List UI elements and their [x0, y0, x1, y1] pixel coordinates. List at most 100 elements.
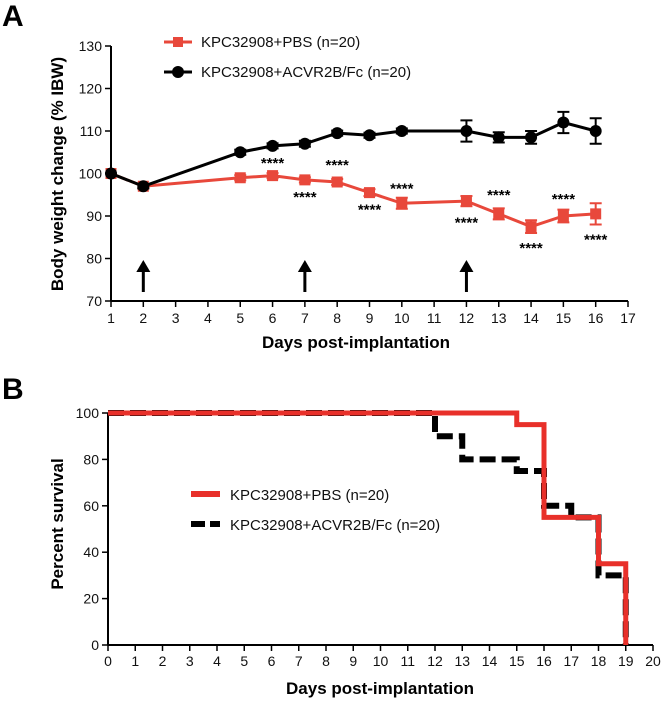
panel-b-y-tick-label: 80 [83, 451, 99, 467]
panel-a-x-tick-label: 11 [427, 310, 442, 326]
panel-a-x-tick-label: 6 [269, 310, 277, 326]
panel-b-x-axis-label: Days post-implantation [286, 679, 474, 698]
legend-b-acvr-label: KPC32908+ACVR2B/Fc (n=20) [230, 517, 440, 534]
significance-stars: **** [584, 231, 608, 248]
panel-b-x-tick-label: 12 [427, 653, 443, 669]
panel-b-x-tick-label: 0 [104, 653, 112, 669]
data-point [105, 167, 117, 180]
panel-a-label: A [2, 0, 24, 33]
data-point [331, 176, 343, 188]
panel-a-y-tick-label: 90 [86, 208, 102, 224]
series-pbs [105, 168, 602, 234]
series-acvr2b-fc [105, 110, 602, 193]
data-point [460, 125, 473, 137]
panel-a-x-tick-label: 3 [172, 310, 180, 326]
data-point [137, 180, 150, 193]
series-line [110, 172, 596, 229]
panel-b-x-tick-label: 10 [373, 653, 389, 669]
panel-b-x-tick-label: 4 [213, 653, 221, 669]
panel-a-dosing-arrows [136, 260, 474, 292]
panel-b-x-tick-label: 16 [536, 653, 552, 669]
data-point [363, 129, 376, 142]
data-point [493, 208, 505, 220]
panel-b-legend: KPC32908+PBS (n=20) KPC32908+ACVR2B/Fc (… [191, 487, 440, 534]
panel-b-x-tick-label: 1 [131, 653, 139, 669]
panel-a-x-tick-label: 4 [204, 310, 212, 326]
significance-stars: **** [552, 191, 576, 208]
panel-a-y-tick-label: 70 [86, 293, 102, 309]
data-point [298, 137, 311, 150]
data-point [460, 195, 472, 207]
data-point [234, 172, 246, 184]
panel-a-x-ticks: 1 2 3 4 5 6 7 8 9 10 11 12 13 14 15 16 17 [107, 301, 636, 326]
legend-b-pbs-label: KPC32908+PBS (n=20) [230, 487, 389, 504]
panel-b-x-tick-label: 8 [322, 653, 330, 669]
panel-a-x-tick-label: 10 [394, 310, 410, 326]
dosing-arrow [136, 260, 151, 292]
panel-a-x-axis-label: Days post-implantation [262, 333, 450, 352]
panel-b-x-tick-label: 15 [509, 653, 525, 669]
panel-b-x-tick-label: 19 [618, 653, 634, 669]
panel-b-y-tick-label: 100 [76, 405, 100, 421]
panel-b-y-tick-label: 20 [83, 591, 99, 607]
panel-a-x-tick-label: 5 [236, 310, 244, 326]
panel-a-x-tick-label: 15 [556, 310, 572, 326]
data-point [590, 208, 602, 220]
data-point [557, 210, 569, 222]
data-point [396, 197, 408, 209]
panel-b-x-tick-label: 14 [482, 653, 498, 669]
series-line [110, 120, 597, 188]
panel-b-x-tick-label: 3 [186, 653, 194, 669]
panel-a-x-tick-label: 8 [333, 310, 341, 326]
panel-b-series [108, 410, 629, 645]
legend-acvr-label: KPC32908+ACVR2B/Fc (n=20) [201, 64, 411, 81]
panel-a-x-tick-label: 9 [366, 310, 374, 326]
panel-a-x-tick-label: 13 [491, 310, 507, 326]
panel-b-x-tick-label: 17 [563, 653, 579, 669]
legend-acvr-marker [172, 66, 184, 78]
panel-a-y-tick-label: 80 [86, 251, 102, 267]
panel-a-axes [110, 46, 628, 302]
panel-a-legend: KPC32908+PBS (n=20) KPC32908+ACVR2B/Fc (… [164, 34, 411, 81]
panel-b-x-tick-label: 20 [645, 653, 661, 669]
data-point [589, 125, 602, 137]
legend-pbs-label: KPC32908+PBS (n=20) [201, 34, 360, 51]
panel-a-x-tick-label: 7 [301, 310, 309, 326]
panel-b-x-tick-label: 18 [591, 653, 607, 669]
panel-a-series [105, 110, 602, 234]
panel-a-x-tick-label: 17 [620, 310, 636, 326]
panel-a-y-ticks: 70 80 90 100 110 120 130 [79, 38, 111, 309]
panel-a-y-tick-label: 120 [79, 81, 103, 97]
significance-stars: **** [487, 187, 511, 204]
panel-a-significance-annotations: **** **** **** **** **** **** **** **** **** **** [261, 155, 608, 257]
panel-b-label: B [2, 373, 24, 406]
data-point [525, 131, 538, 144]
significance-stars: **** [261, 155, 285, 172]
panel-a-y-tick-label: 100 [79, 166, 103, 182]
panel-b-y-tick-label: 0 [91, 637, 99, 653]
arrow-head [136, 260, 151, 272]
data-point [266, 139, 279, 152]
data-point [234, 146, 247, 159]
significance-stars: **** [390, 180, 414, 197]
significance-stars: **** [326, 157, 350, 174]
significance-stars: **** [519, 240, 543, 257]
panel-b-x-tick-label: 13 [454, 653, 470, 669]
panel-b-x-tick-label: 11 [400, 653, 415, 669]
legend-pbs-marker [173, 37, 183, 47]
survival-step-pbs [108, 410, 629, 645]
data-point [557, 116, 570, 129]
panel-a-x-tick-label: 2 [139, 310, 147, 326]
panel-a-x-tick-label: 16 [588, 310, 604, 326]
panel-a-x-tick-label: 14 [523, 310, 539, 326]
panel-b-y-tick-label: 60 [83, 498, 99, 514]
significance-stars: **** [358, 202, 382, 219]
data-point [364, 187, 375, 199]
data-point [267, 170, 279, 182]
data-point [299, 174, 311, 186]
panel-b-x-tick-label: 2 [159, 653, 167, 669]
panel-a-x-tick-label: 12 [459, 310, 475, 326]
